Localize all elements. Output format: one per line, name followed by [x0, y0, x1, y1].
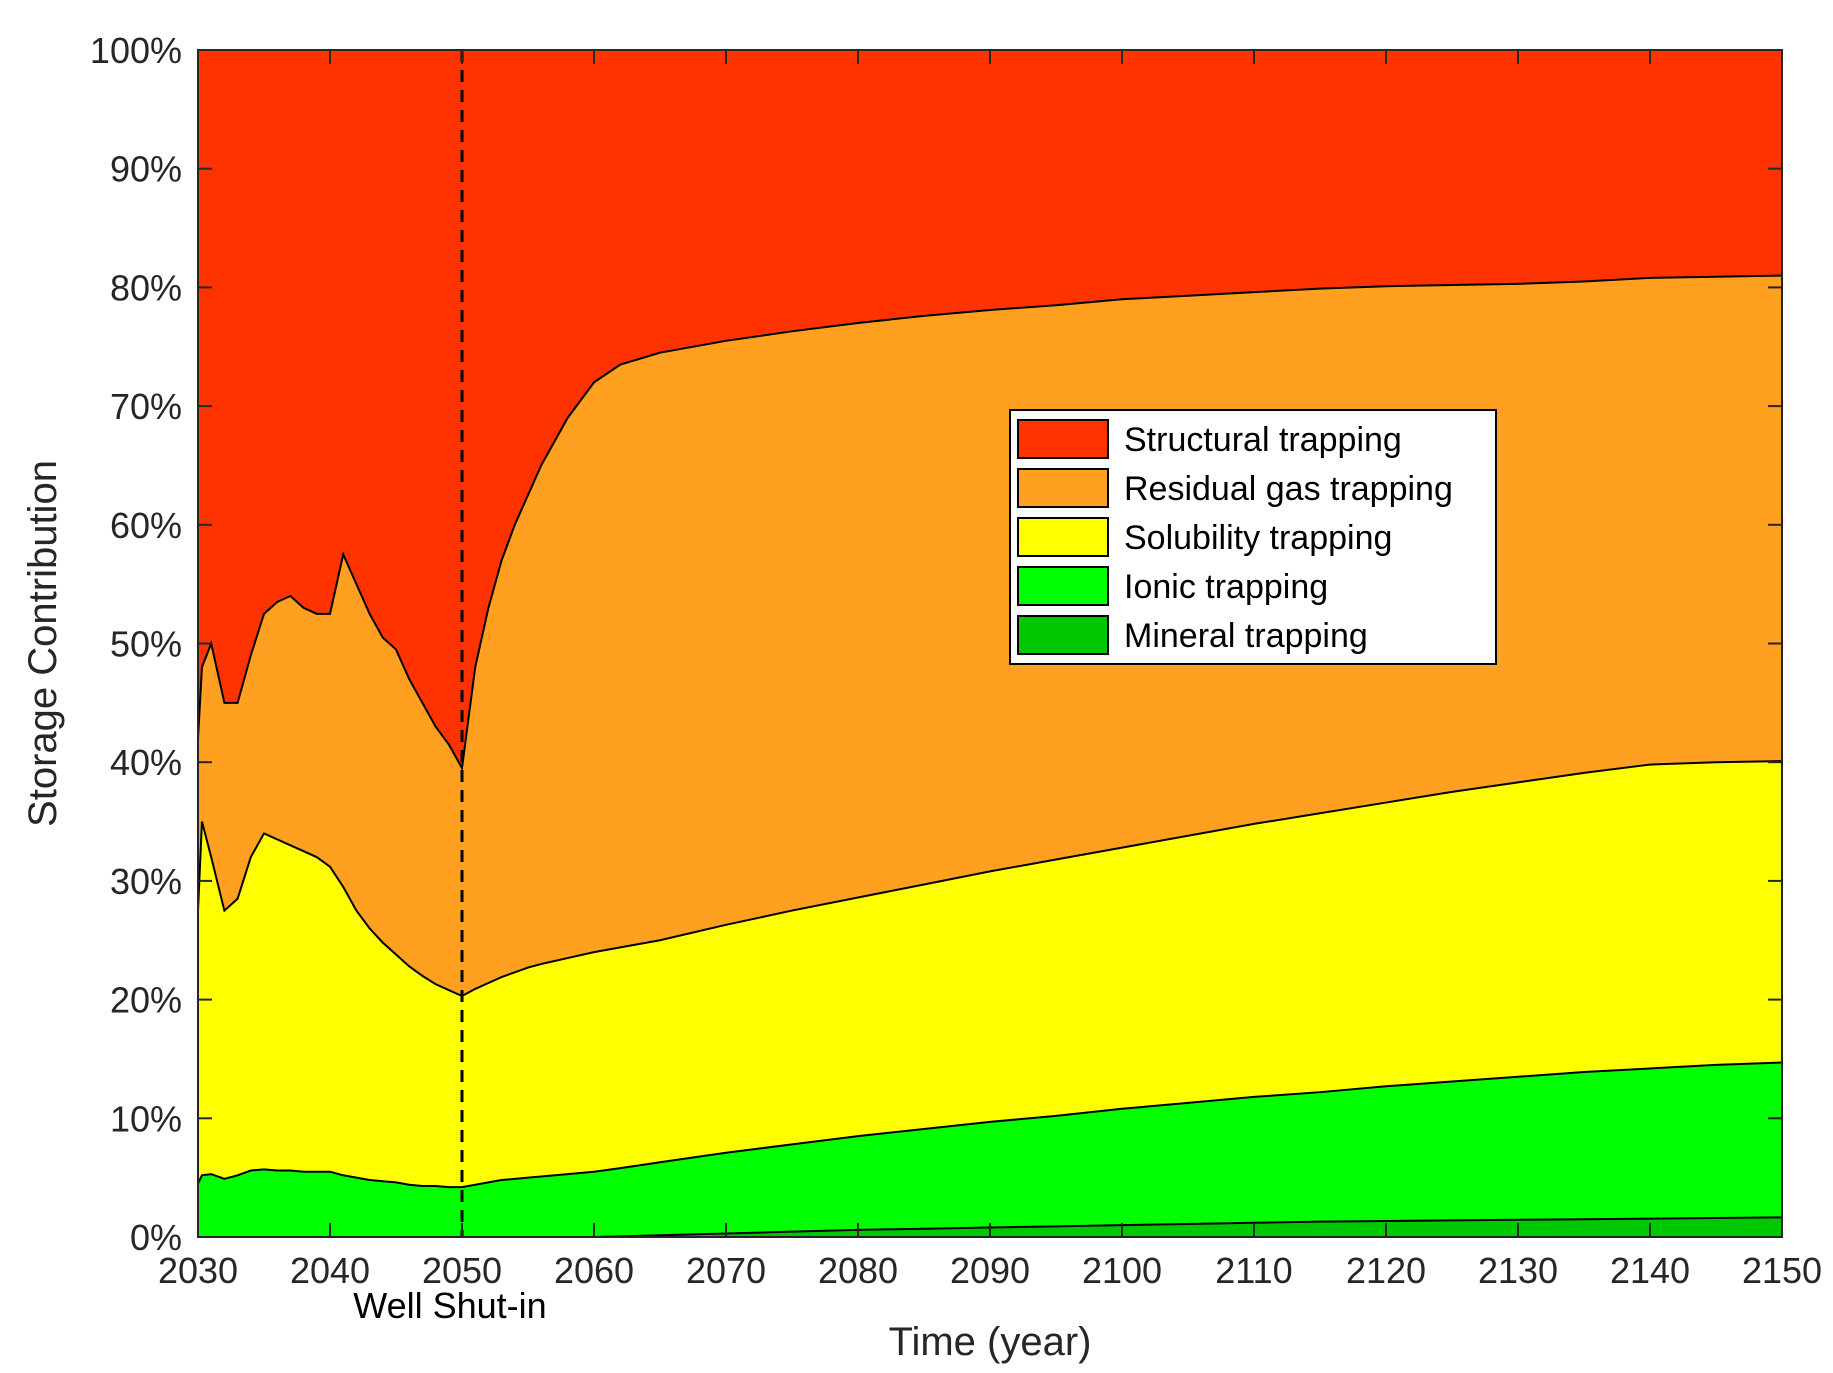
x-tick-label: 2080 — [818, 1250, 898, 1291]
y-tick-label: 100% — [90, 30, 182, 71]
area-layers — [198, 50, 1782, 1237]
boundary-ionic-trapping — [197, 1061, 1783, 1189]
x-tick-label: 2070 — [686, 1250, 766, 1291]
legend-label-residual-gas-trapping: Residual gas trapping — [1124, 470, 1453, 508]
legend-label-solubility-trapping: Solubility trapping — [1124, 519, 1392, 557]
x-tick-label: 2050 — [422, 1250, 502, 1291]
y-tick-label: 10% — [110, 1098, 182, 1139]
area-ionic-trapping — [198, 1062, 1782, 1237]
y-axis-title: Storage Contribution — [21, 460, 65, 827]
x-tick-label: 2040 — [290, 1250, 370, 1291]
x-axis-title: Time (year) — [889, 1320, 1092, 1364]
legend-label-structural-trapping: Structural trapping — [1124, 421, 1402, 459]
y-tick-label: 60% — [110, 505, 182, 546]
well-shut-in-label: Well Shut-in — [353, 1285, 546, 1326]
x-tick-label: 2090 — [950, 1250, 1030, 1291]
y-tick-label: 90% — [110, 149, 182, 190]
y-tick-label: 0% — [130, 1217, 182, 1258]
x-tick-label: 2150 — [1742, 1250, 1822, 1291]
y-tick-label: 70% — [110, 386, 182, 427]
legend-label-mineral-trapping: Mineral trapping — [1124, 617, 1368, 655]
legend-label-ionic-trapping: Ionic trapping — [1124, 568, 1328, 606]
legend-swatch-solubility-trapping — [1017, 517, 1109, 557]
x-tick-label: 2140 — [1610, 1250, 1690, 1291]
x-tick-label: 2130 — [1478, 1250, 1558, 1291]
boundary-residual-gas-trapping — [197, 274, 1783, 772]
x-tick-label: 2100 — [1082, 1250, 1162, 1291]
y-tick-label: 40% — [110, 742, 182, 783]
legend-swatch-ionic-trapping — [1017, 566, 1109, 606]
legend-swatch-structural-trapping — [1017, 419, 1109, 459]
x-axis: 2030 2040 2050 2060 2070 2080 2090 2100 2110 2120… — [158, 50, 1822, 1291]
legend-swatch-mineral-trapping — [1017, 615, 1109, 655]
legend: Structural trapping Residual gas trapping… — [1009, 409, 1497, 665]
y-axis: 0% 10% 20% 30% 40% 50% 60% 70% 80% 90% 100% — [90, 30, 1782, 1258]
x-tick-label: 2030 — [158, 1250, 238, 1291]
x-tick-label: 2110 — [1215, 1250, 1292, 1291]
y-tick-label: 80% — [110, 267, 182, 308]
y-tick-label: 20% — [110, 980, 182, 1021]
legend-swatch-residual-gas-trapping — [1017, 468, 1109, 508]
x-tick-label: 2060 — [554, 1250, 634, 1291]
y-tick-label: 50% — [110, 624, 182, 665]
y-tick-label: 30% — [110, 861, 182, 902]
boundary-solubility-trapping — [197, 760, 1783, 998]
x-tick-label: 2120 — [1346, 1250, 1426, 1291]
